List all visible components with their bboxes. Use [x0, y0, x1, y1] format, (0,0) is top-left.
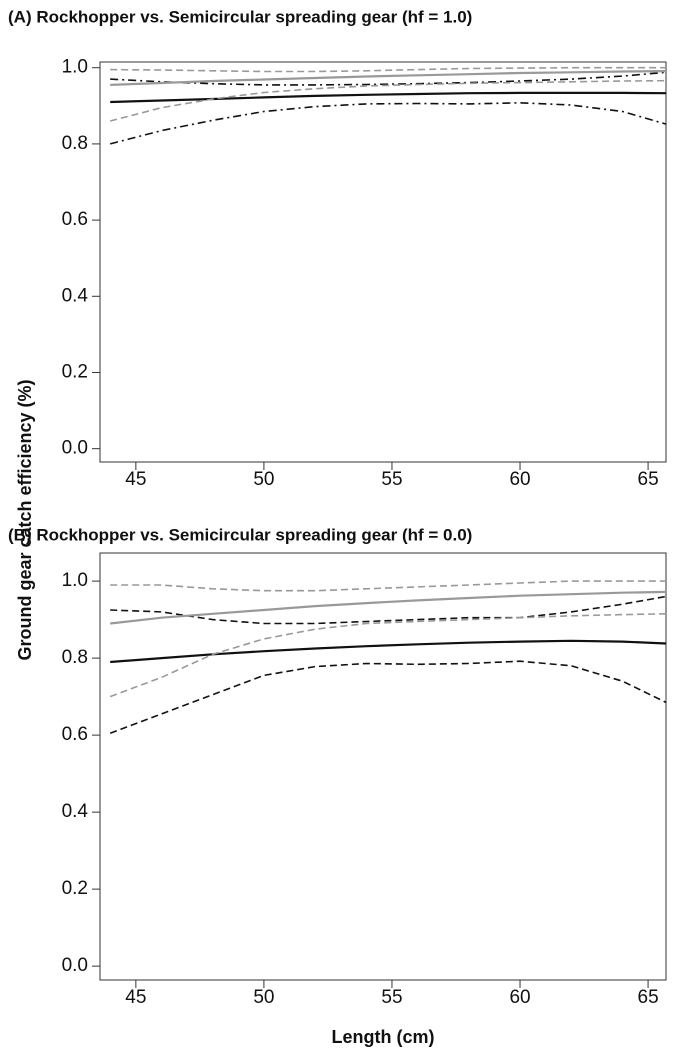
y-tick-label: 0.0: [62, 438, 88, 459]
series-line: [109, 79, 667, 122]
y-tick-label: 0.2: [62, 361, 88, 382]
series-line: [110, 66, 666, 73]
chart-title: (B) Rockhopper vs. Semicircular spreadin…: [8, 525, 472, 544]
y-tick-label: 0.0: [62, 955, 88, 976]
x-tick-label: 65: [638, 469, 659, 490]
y-tick-label: 0.2: [62, 878, 88, 899]
y-tick-label: 0.6: [62, 724, 88, 745]
x-tick-label: 60: [509, 987, 530, 1008]
series-line: [110, 70, 667, 86]
series-line: [109, 613, 667, 698]
x-tick-label: 55: [381, 987, 402, 1008]
y-tick-label: 0.6: [62, 209, 88, 230]
x-tick-label: 50: [253, 987, 274, 1008]
series-line: [110, 91, 667, 104]
x-tick-label: 65: [638, 987, 659, 1008]
plot-frame: [99, 552, 667, 981]
x-tick-label: 50: [253, 469, 274, 490]
y-tick-label: 1.0: [62, 57, 88, 78]
y-tick-label: 0.4: [62, 285, 89, 306]
y-tick-label: 0.8: [62, 133, 88, 154]
y-tick-label: 0.8: [62, 647, 88, 668]
series-line: [110, 595, 667, 625]
y-axis-label: Ground gear catch efficiency (%): [15, 379, 35, 660]
chart-title: (A) Rockhopper vs. Semicircular spreadin…: [8, 7, 472, 26]
y-tick-label: 1.0: [62, 570, 88, 591]
series-line: [109, 660, 667, 734]
x-tick-label: 60: [509, 469, 530, 490]
series-line: [110, 71, 667, 86]
x-tick-label: 45: [125, 469, 146, 490]
x-tick-label: 45: [125, 987, 146, 1008]
series-line: [110, 590, 667, 625]
series-line: [109, 101, 667, 145]
x-axis-label: Length (cm): [332, 1027, 435, 1047]
y-tick-label: 0.4: [62, 801, 89, 822]
plot-frame: [99, 61, 667, 463]
series-line: [110, 580, 666, 592]
x-tick-label: 55: [381, 469, 402, 490]
series-line: [110, 639, 667, 664]
